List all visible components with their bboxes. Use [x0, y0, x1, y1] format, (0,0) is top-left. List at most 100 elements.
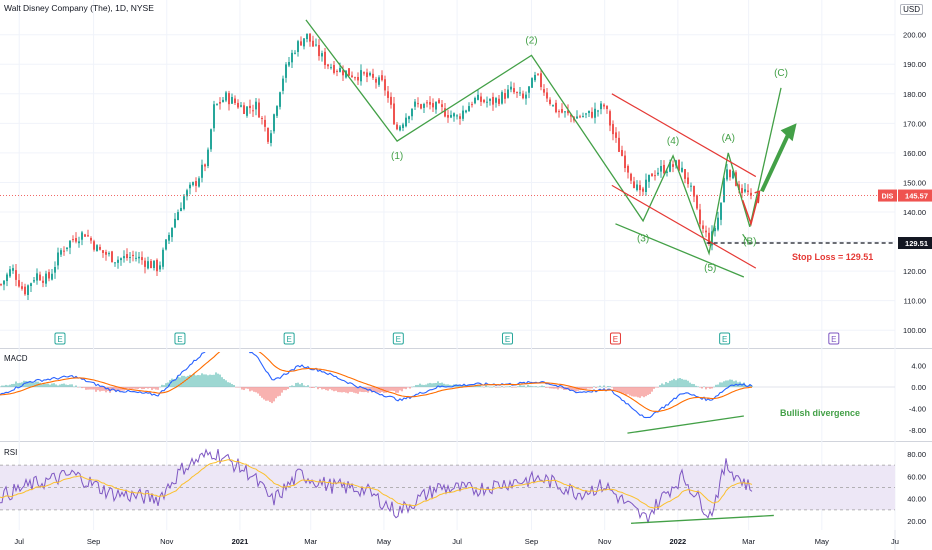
macd-histogram-bar	[663, 384, 665, 387]
macd-histogram-bar	[153, 386, 155, 389]
macd-histogram-bar	[691, 383, 693, 387]
earnings-marker	[501, 332, 513, 345]
macd-histogram-bar	[515, 386, 517, 388]
candle-body	[60, 250, 62, 255]
macd-line	[0, 352, 753, 419]
candle-body	[105, 251, 107, 255]
macd-histogram-bar	[205, 374, 207, 387]
macd-histogram-bar	[287, 386, 289, 390]
macd-histogram-bar	[595, 386, 597, 389]
macd-histogram-bar	[231, 384, 233, 387]
macd-histogram-bar	[459, 384, 461, 387]
macd-histogram-bar	[9, 384, 11, 387]
macd-histogram-bar	[145, 386, 147, 389]
time-tick-label: Mar	[304, 537, 317, 546]
price-tick-label: 120.00	[903, 267, 926, 276]
macd-histogram-bar	[535, 386, 537, 387]
macd-histogram-bar	[163, 385, 165, 387]
macd-histogram-bar	[267, 386, 269, 401]
currency-badge[interactable]: USD	[900, 4, 923, 15]
candle-body	[690, 185, 692, 187]
candle-body	[84, 234, 86, 237]
macd-histogram-bar	[497, 386, 499, 388]
macd-histogram-bar	[185, 376, 187, 387]
macd-histogram-bar	[233, 385, 235, 387]
candle-body	[480, 96, 482, 102]
candle-body	[153, 260, 155, 269]
price-tick-label: 200.00	[903, 31, 926, 40]
macd-histogram-bar	[687, 380, 689, 387]
candle-body	[282, 78, 284, 91]
macd-histogram-bar	[601, 386, 603, 388]
macd-histogram-bar	[547, 386, 549, 388]
candle-body	[111, 251, 113, 263]
candle-body	[582, 115, 584, 117]
macd-histogram-bar	[347, 386, 349, 394]
macd-histogram-bar	[605, 386, 607, 388]
candle-body	[387, 91, 389, 98]
macd-histogram-bar	[311, 386, 313, 388]
macd-histogram-bar	[559, 386, 561, 389]
macd-histogram-bar	[17, 383, 19, 387]
macd-histogram-bar	[385, 386, 387, 393]
candle-body	[684, 169, 686, 179]
macd-histogram-bar	[95, 386, 97, 392]
candle-body	[276, 106, 278, 116]
price-tick-label: 160.00	[903, 149, 926, 158]
candle-body	[681, 167, 683, 172]
macd-histogram-bar	[1, 385, 3, 387]
macd-histogram-bar	[129, 386, 131, 389]
macd-histogram-bar	[397, 386, 399, 393]
candle-body	[198, 178, 200, 187]
candle-body	[213, 104, 215, 129]
candle-body	[267, 127, 269, 142]
macd-histogram-bar	[171, 378, 173, 387]
candle-body	[192, 182, 194, 186]
macd-histogram-bar	[161, 384, 163, 387]
candle-body	[621, 150, 623, 156]
macd-pane-label: MACD	[4, 354, 28, 363]
candle-body	[432, 103, 434, 108]
macd-histogram-bar	[249, 386, 251, 392]
candle-body	[525, 94, 527, 99]
candle-body	[300, 41, 302, 46]
macd-histogram-bar	[539, 386, 541, 387]
time-tick-label: May	[377, 537, 391, 546]
macd-histogram-bar	[165, 383, 167, 387]
candle-body	[279, 92, 281, 107]
candle-body	[483, 99, 485, 103]
macd-histogram-bar	[157, 386, 159, 390]
macd-histogram-bar	[551, 386, 553, 389]
candle-body	[306, 33, 308, 40]
macd-histogram-bar	[89, 386, 91, 390]
macd-histogram-bar	[241, 386, 243, 390]
elliott-wave-label: (B)	[743, 237, 756, 248]
time-tick-label: Nov	[160, 537, 174, 546]
candle-body	[261, 117, 263, 119]
macd-histogram-bar	[215, 372, 217, 387]
macd-histogram-bar	[181, 375, 183, 387]
candle-body	[309, 33, 311, 42]
candle-body	[159, 265, 161, 270]
time-tick-label: Nov	[598, 537, 612, 546]
macd-histogram-bar	[251, 386, 253, 391]
macd-histogram-bar	[733, 381, 735, 387]
macd-histogram-bar	[693, 384, 695, 387]
candle-body	[438, 99, 440, 104]
macd-histogram-bar	[105, 386, 107, 393]
candle-body	[513, 88, 515, 93]
macd-histogram-bar	[83, 386, 85, 388]
candle-body	[24, 286, 26, 295]
earnings-marker-label: E	[286, 335, 291, 344]
macd-histogram-bar	[527, 384, 529, 387]
macd-histogram-bar	[141, 386, 143, 390]
macd-histogram-bar	[633, 386, 635, 397]
macd-histogram-bar	[495, 386, 497, 388]
macd-histogram-bar	[247, 386, 249, 389]
candle-body	[315, 44, 317, 46]
macd-histogram-bar	[401, 386, 403, 392]
candle-body	[147, 261, 149, 269]
candle-body	[411, 108, 413, 117]
stop-loss-badge	[898, 237, 932, 250]
